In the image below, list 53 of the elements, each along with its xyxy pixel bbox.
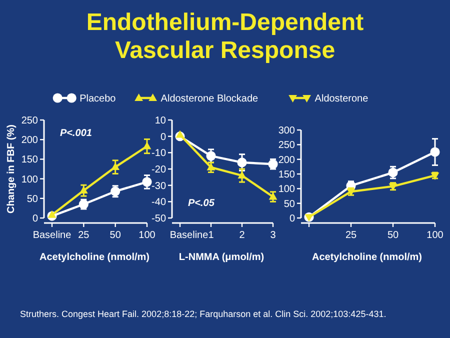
x-axis-title: Acetylcholine (nmol/m) <box>39 252 150 263</box>
y-tick-label: 10 <box>154 116 166 126</box>
y-tick-label: 250 <box>21 116 38 126</box>
y-tick-label: -20 <box>152 164 166 176</box>
y-tick-label: -10 <box>152 148 166 160</box>
x-axis-title: Acetylcholine (nmol/m) <box>312 252 422 263</box>
y-tick-label: 50 <box>26 194 38 205</box>
x-tick-label: 1 <box>208 230 214 241</box>
y-tick-label: 0 <box>160 132 166 143</box>
x-tick-label: 50 <box>387 230 399 241</box>
point <box>79 186 88 194</box>
y-tick-label: 300 <box>278 126 296 136</box>
y-tick-label: -30 <box>152 180 166 192</box>
x-tick-label: 100 <box>426 230 444 241</box>
x-tick-label: 50 <box>110 230 122 241</box>
x-tick-label: Baseline <box>170 230 209 241</box>
y-tick-label: -50 <box>152 214 166 224</box>
point <box>430 147 440 157</box>
x-axis-title: L-NMMA (μmol/m) <box>178 252 264 263</box>
x-tick-label: 2 <box>239 230 246 241</box>
point <box>388 168 398 178</box>
y-tick-label: 100 <box>21 174 38 186</box>
legend-label: Aldosterone <box>314 94 369 104</box>
text: Struthers. Congest Heart Fail. 2002;8:18-22; Farquharson et al. Clin Sci. 2002;103:425-431. <box>20 309 386 319</box>
y-tick-label: 50 <box>284 198 296 210</box>
y-tick-label: 0 <box>32 214 38 224</box>
point <box>206 151 216 161</box>
annotation: P<.001 <box>60 128 92 139</box>
x-tick-label: 100 <box>138 230 156 241</box>
point <box>48 210 56 218</box>
x-tick-label: 25 <box>78 230 90 241</box>
point <box>268 192 278 200</box>
y-tick-label: 0 <box>289 214 296 224</box>
legend-label: Placebo <box>80 94 116 104</box>
y-tick-label: 250 <box>278 140 296 152</box>
text: Endothelium-Dependent Vascular Response <box>86 9 364 64</box>
y-tick-label: 200 <box>21 135 38 146</box>
point <box>111 162 120 170</box>
x-tick-label: Baseline <box>32 230 72 241</box>
point <box>176 130 184 138</box>
x-tick-label: 3 <box>270 230 276 241</box>
y-tick-label: 150 <box>278 170 296 180</box>
point <box>142 142 152 150</box>
point <box>237 158 247 168</box>
point <box>142 177 152 187</box>
y-axis-title: Change in FBF (%) <box>6 124 17 214</box>
x-tick-label: 25 <box>345 230 357 241</box>
y-tick-label: -40 <box>152 197 166 208</box>
legend-label: Aldosterone Blockade <box>160 94 259 104</box>
annotation: P<.05 <box>188 198 215 209</box>
y-tick-label: 100 <box>278 184 296 196</box>
y-tick-label: 150 <box>21 154 38 166</box>
y-tick-label: 200 <box>278 154 296 166</box>
